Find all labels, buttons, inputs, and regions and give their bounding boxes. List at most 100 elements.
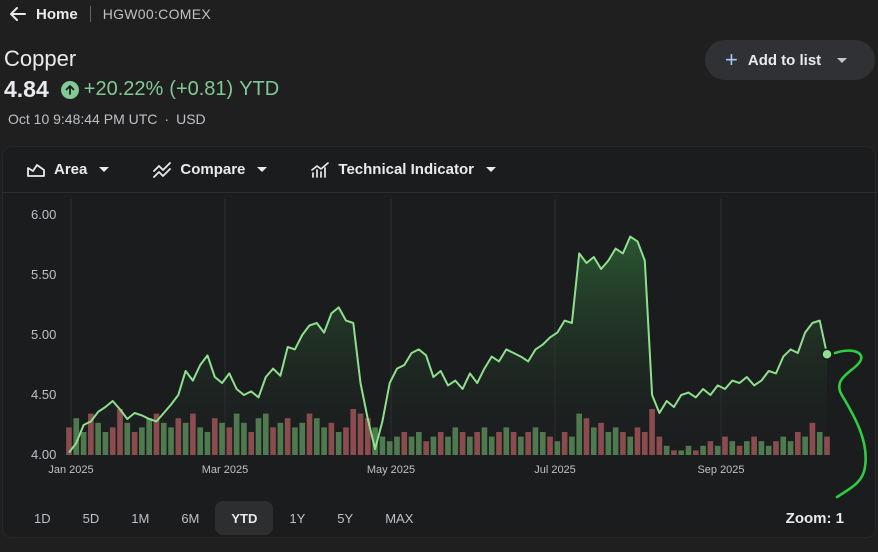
arrow-up-icon	[60, 80, 79, 99]
caret-down-icon	[837, 51, 848, 69]
price-line	[68, 235, 828, 454]
volume-bar	[707, 441, 714, 455]
volume-bar	[386, 441, 393, 455]
back-arrow-icon[interactable]	[8, 4, 28, 24]
range-button-5d[interactable]: 5D	[82, 510, 100, 526]
volume-bar	[671, 450, 677, 455]
volume-bar	[612, 427, 619, 455]
y-tick-label: 5.00	[31, 327, 56, 342]
volume-bar	[131, 432, 138, 455]
volume-bar	[561, 432, 568, 455]
top-bar: Home HGW00:COMEX	[0, 0, 878, 28]
volume-bar	[583, 418, 590, 455]
indicator-icon	[311, 161, 330, 178]
volume-bar	[496, 432, 502, 455]
range-button-max[interactable]: MAX	[385, 510, 414, 526]
range-button-6m[interactable]: 6M	[181, 510, 200, 526]
volume-bar	[576, 413, 583, 455]
volume-bar	[270, 427, 276, 455]
volume-bar	[139, 427, 145, 455]
volume-bar	[190, 413, 196, 455]
volume-bar	[569, 436, 575, 455]
area-chart-icon	[27, 162, 45, 178]
x-tick-label: Sep 2025	[697, 464, 744, 476]
volume-bar	[554, 441, 561, 455]
volume-bar	[299, 422, 306, 455]
x-tick-label: May 2025	[367, 464, 415, 476]
volume-bar	[758, 441, 765, 455]
price-change: +20.22% (+0.81) YTD	[60, 78, 285, 101]
volume-bar	[197, 427, 204, 455]
change-absolute: (+0.81)	[169, 78, 234, 100]
volume-bar	[620, 432, 626, 455]
x-tick-label: Mar 2025	[202, 464, 248, 476]
volume-bar	[255, 418, 262, 455]
y-tick-label: 4.00	[31, 447, 56, 462]
range-selector: 1D 5D 1M 6M YTD 1Y 5Y MAX Zoom: 1	[0, 496, 878, 540]
range-button-ytd[interactable]: YTD	[215, 501, 274, 535]
volume-bar	[117, 409, 123, 455]
volume-bar	[722, 436, 728, 455]
volume-bar	[663, 445, 670, 455]
volume-bar	[350, 409, 357, 455]
volume-bar	[656, 436, 663, 455]
volume-bar	[692, 450, 699, 455]
volume-bar	[284, 418, 291, 455]
quote-timestamp: Oct 10 9:48:44 PM UTC	[8, 111, 158, 127]
volume-bar	[452, 427, 459, 455]
add-to-list-button[interactable]: + Add to list	[705, 40, 875, 80]
range-button-5y[interactable]: 5Y	[337, 510, 354, 526]
x-tick-label: Jan 2025	[48, 464, 93, 476]
volume-bar	[649, 409, 655, 455]
technical-indicator-dropdown[interactable]: Technical Indicator	[311, 161, 496, 178]
chart-toolbar: Area Compare Technical Indicator	[3, 147, 877, 193]
volume-bar	[539, 432, 546, 455]
volume-bar	[343, 427, 349, 455]
volume-bar	[306, 413, 313, 455]
volume-bar	[262, 413, 269, 455]
volume-bar	[95, 422, 101, 455]
home-link[interactable]: Home	[36, 5, 78, 23]
range-button-1y[interactable]: 1Y	[289, 510, 306, 526]
range-button-1m[interactable]: 1M	[131, 510, 150, 526]
caret-down-icon	[257, 166, 268, 173]
volume-bar	[277, 422, 284, 455]
volume-bar	[241, 422, 247, 455]
volume-bar	[357, 413, 364, 455]
volume-bar	[474, 432, 480, 455]
price-chart[interactable]: 4.00 4.50 5.00 5.50 6.00 Jan 2025 Mar 2025 May …	[3, 147, 877, 539]
volume-bar	[751, 436, 757, 455]
volume-bar	[168, 427, 174, 455]
volume-bar	[467, 436, 473, 455]
volume-bar	[88, 413, 94, 455]
volume-bar	[408, 436, 415, 455]
volume-bar	[219, 422, 225, 455]
volume-bar	[598, 422, 604, 455]
volume-bar	[445, 436, 451, 455]
volume-bar	[590, 427, 597, 455]
volume-bar	[736, 445, 743, 455]
volume-bar	[102, 432, 109, 455]
volume-bar	[795, 432, 801, 455]
range-button-1d[interactable]: 1D	[34, 510, 51, 526]
price-row: 4.84 +20.22% (+0.81) YTD	[4, 76, 285, 103]
zoom-level: Zoom: 1	[785, 510, 844, 527]
volume-bar	[605, 432, 612, 455]
breadcrumb-divider	[89, 6, 91, 22]
volume-bar	[685, 445, 692, 455]
volume-bar	[124, 422, 131, 455]
volume-bar	[802, 436, 808, 455]
volume-bar	[248, 432, 255, 455]
volume-bar	[328, 422, 335, 455]
volume-bar	[73, 418, 80, 455]
y-tick-label: 4.50	[31, 387, 56, 402]
volume-bar	[773, 441, 779, 455]
volume-bar	[744, 441, 750, 455]
volume-bar	[204, 432, 211, 455]
ticker-symbol: HGW00:COMEX	[102, 6, 212, 22]
page-title: Copper	[4, 46, 77, 71]
volume-bar	[787, 441, 794, 455]
chart-type-dropdown[interactable]: Area	[27, 161, 110, 178]
current-price: 4.84	[4, 76, 49, 102]
compare-dropdown[interactable]: Compare	[153, 161, 268, 178]
